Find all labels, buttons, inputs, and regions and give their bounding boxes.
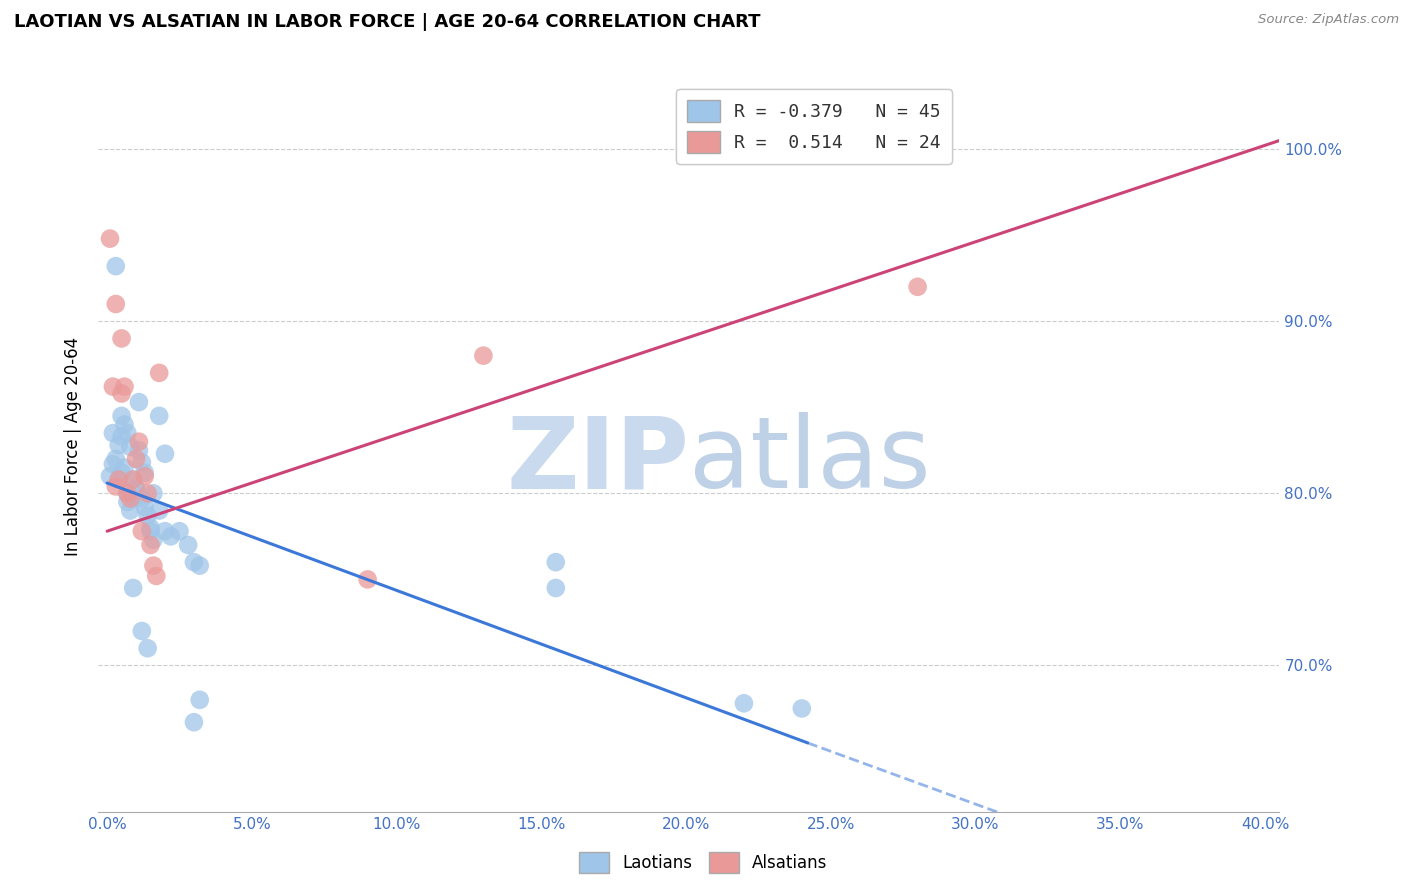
Point <box>107 438 129 452</box>
Point <box>131 491 153 506</box>
Point <box>134 469 156 483</box>
Point <box>136 486 159 500</box>
Point <box>356 573 378 587</box>
Point <box>104 259 127 273</box>
Point <box>188 693 211 707</box>
Y-axis label: In Labor Force | Age 20-64: In Labor Force | Age 20-64 <box>65 336 83 556</box>
Point <box>98 232 121 246</box>
Text: Source: ZipAtlas.com: Source: ZipAtlas.com <box>1258 13 1399 27</box>
Point <box>183 715 205 730</box>
Point <box>142 558 165 573</box>
Point <box>120 491 142 506</box>
Point <box>733 696 755 710</box>
Point <box>544 555 567 569</box>
Point <box>101 379 124 393</box>
Point <box>139 538 162 552</box>
Point <box>472 349 495 363</box>
Point <box>128 395 150 409</box>
Legend: R = -0.379   N = 45, R =  0.514   N = 24: R = -0.379 N = 45, R = 0.514 N = 24 <box>676 89 952 164</box>
Point <box>544 581 567 595</box>
Point <box>148 503 170 517</box>
Point <box>122 473 145 487</box>
Point <box>128 434 150 449</box>
Text: LAOTIAN VS ALSATIAN IN LABOR FORCE | AGE 20-64 CORRELATION CHART: LAOTIAN VS ALSATIAN IN LABOR FORCE | AGE… <box>14 13 761 31</box>
Point <box>104 479 127 493</box>
Point <box>134 500 156 514</box>
Point <box>107 473 129 487</box>
Point <box>117 486 139 500</box>
Point <box>122 473 145 487</box>
Point <box>117 495 139 509</box>
Point <box>139 524 162 539</box>
Point <box>125 481 148 495</box>
Point <box>188 558 211 573</box>
Point <box>125 451 148 466</box>
Point <box>142 486 165 500</box>
Point <box>183 555 205 569</box>
Point <box>101 426 124 441</box>
Point <box>114 417 136 432</box>
Point <box>122 581 145 595</box>
Point <box>148 409 170 423</box>
Point <box>114 379 136 393</box>
Point <box>101 457 124 471</box>
Point <box>139 521 162 535</box>
Point <box>107 473 129 487</box>
Text: atlas: atlas <box>689 412 931 509</box>
Legend: Laotians, Alsatians: Laotians, Alsatians <box>572 846 834 880</box>
Point <box>790 701 813 715</box>
Point <box>125 483 148 497</box>
Text: ZIP: ZIP <box>506 412 689 509</box>
Point <box>128 443 150 458</box>
Point <box>153 447 176 461</box>
Point <box>114 460 136 475</box>
Point <box>131 624 153 638</box>
Point <box>104 297 127 311</box>
Point <box>131 524 153 539</box>
Point <box>907 280 929 294</box>
Point <box>120 440 142 454</box>
Point <box>122 491 145 506</box>
Point <box>145 569 167 583</box>
Point <box>142 533 165 547</box>
Point <box>169 524 191 539</box>
Point <box>136 641 159 656</box>
Point <box>110 466 132 480</box>
Point <box>136 508 159 523</box>
Point <box>104 451 127 466</box>
Point <box>110 386 132 401</box>
Point <box>153 524 176 539</box>
Point <box>110 429 132 443</box>
Point <box>159 529 181 543</box>
Point <box>110 331 132 345</box>
Point <box>117 486 139 500</box>
Point <box>110 409 132 423</box>
Point <box>148 366 170 380</box>
Point <box>134 466 156 480</box>
Point <box>120 503 142 517</box>
Point <box>98 469 121 483</box>
Point <box>131 455 153 469</box>
Point <box>117 426 139 441</box>
Point <box>177 538 200 552</box>
